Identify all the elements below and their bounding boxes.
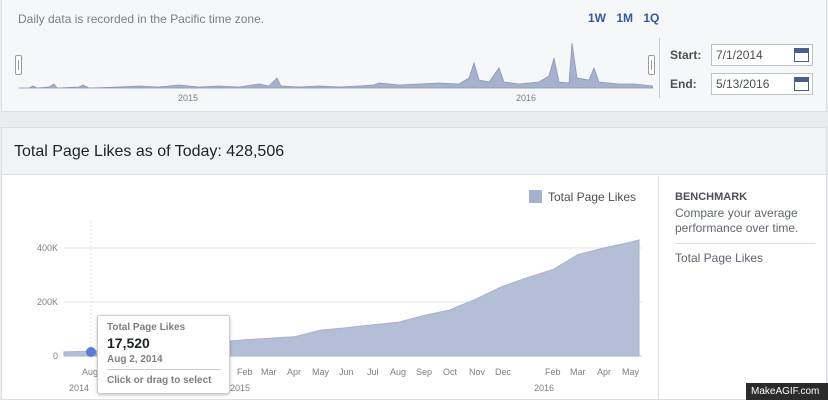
- tooltip-date: Aug 2, 2014: [107, 354, 163, 365]
- start-date-field[interactable]: 7/1/2014: [711, 44, 813, 66]
- year-label: 2015: [230, 383, 251, 393]
- zoom-1w-link[interactable]: 1W: [588, 11, 606, 25]
- zoom-links: 1W 1M 1Q: [588, 11, 666, 25]
- tooltip-value: 17,520: [107, 335, 150, 351]
- year-label: 2014: [69, 383, 90, 393]
- divider: [659, 38, 660, 98]
- benchmark-panel: BENCHMARK Compare your average performan…: [658, 176, 826, 400]
- legend-label: Total Page Likes: [548, 190, 637, 204]
- likes-chart-area[interactable]: Total Page Likes 400K 200K 0 Aug Feb Mar…: [2, 176, 657, 400]
- x-tick-label: Mar: [570, 367, 586, 377]
- year-label: 2016: [534, 383, 555, 393]
- page-likes-card: Total Page Likes as of Today: 428,506 To…: [1, 127, 827, 400]
- divider: [107, 369, 221, 370]
- x-tick-label: Feb: [237, 367, 253, 377]
- start-label: Start:: [670, 48, 702, 62]
- end-date-field[interactable]: 5/13/2016: [711, 73, 813, 95]
- hover-point: [86, 347, 96, 357]
- x-tick-label: Apr: [597, 367, 612, 377]
- tooltip-label: Total Page Likes: [107, 322, 186, 333]
- x-tick-label: Aug: [390, 367, 407, 377]
- x-tick-label: Jul: [367, 367, 379, 377]
- start-date-value: 7/1/2014: [716, 48, 763, 62]
- x-tick-label: Jun: [339, 367, 354, 377]
- end-date-value: 5/13/2016: [716, 77, 770, 91]
- x-tick-label: Apr: [287, 367, 302, 377]
- legend-swatch: [529, 190, 542, 203]
- card-header: Total Page Likes as of Today: 428,506: [2, 128, 826, 175]
- divider: [675, 243, 815, 244]
- x-tick-label: Mar: [261, 367, 277, 377]
- benchmark-metric-link[interactable]: Total Page Likes: [675, 251, 764, 265]
- chart-tooltip: Total Page Likes 17,520 Aug 2, 2014 Clic…: [97, 315, 230, 394]
- calendar-icon[interactable]: [794, 48, 809, 62]
- range-end-handle[interactable]: [648, 55, 655, 75]
- x-tick-label: Oct: [443, 367, 458, 377]
- y-tick-label: 200K: [36, 297, 58, 307]
- mini-year-label: 2015: [178, 93, 199, 103]
- x-tick-label: Nov: [469, 367, 486, 377]
- benchmark-description: Compare your average performance over ti…: [675, 206, 799, 235]
- overview-mini-chart[interactable]: [19, 38, 653, 90]
- tooltip-hint: Click or drag to select: [107, 375, 212, 386]
- x-tick-label: May: [312, 367, 330, 377]
- x-tick-label: Feb: [545, 367, 561, 377]
- watermark-label: MakeAGIF.com: [746, 383, 828, 400]
- end-label: End:: [670, 77, 697, 91]
- chart-legend[interactable]: Total Page Likes: [529, 190, 636, 204]
- x-tick-label: May: [622, 367, 640, 377]
- x-tick-label: Sep: [416, 367, 433, 377]
- zoom-1q-link[interactable]: 1Q: [643, 11, 660, 25]
- x-tick-label: Dec: [495, 367, 512, 377]
- zoom-1m-link[interactable]: 1M: [616, 11, 634, 25]
- page-title: Total Page Likes as of Today: 428,506: [14, 143, 285, 160]
- timezone-note: Daily data is recorded in the Pacific ti…: [18, 12, 265, 26]
- y-tick-label: 400K: [36, 243, 58, 253]
- range-start-handle[interactable]: [15, 55, 22, 75]
- mini-year-label: 2016: [516, 93, 537, 103]
- calendar-icon[interactable]: [794, 77, 809, 91]
- date-range-panel: Daily data is recorded in the Pacific ti…: [1, 0, 827, 112]
- x-tick-label: Aug: [82, 367, 99, 377]
- benchmark-title: BENCHMARK: [675, 191, 748, 203]
- y-tick-label: 0: [52, 351, 58, 361]
